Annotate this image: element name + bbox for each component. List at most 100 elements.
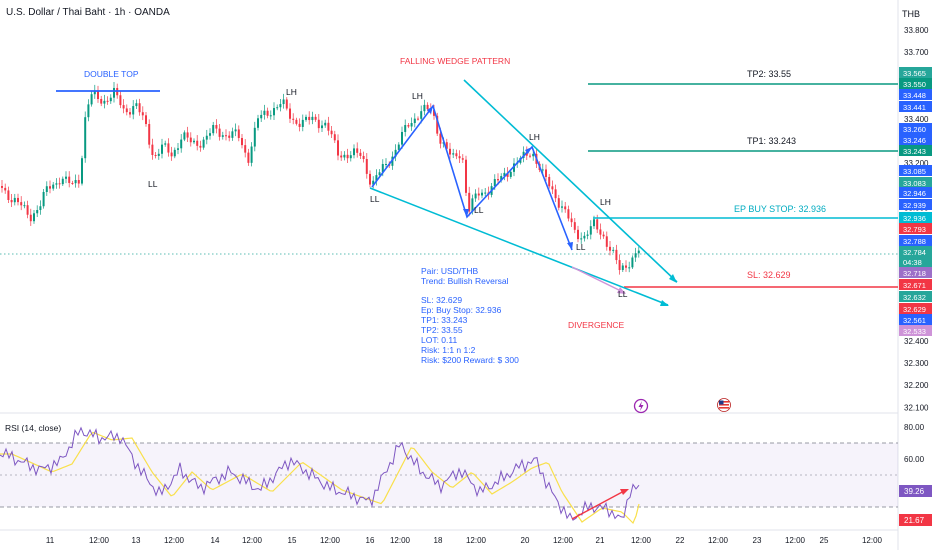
candle-body	[10, 200, 13, 203]
price-axis-tick: 33.200	[904, 159, 929, 168]
candle-body	[410, 123, 413, 127]
candle-body	[295, 119, 298, 124]
rsi-min-tag	[899, 514, 932, 526]
candle-body	[212, 124, 215, 134]
candle-body	[49, 186, 51, 189]
candle-body	[353, 148, 355, 156]
time-axis-label: 20	[521, 536, 530, 545]
price-tag	[899, 187, 932, 198]
symbol-title[interactable]: U.S. Dollar / Thai Baht · 1h · OANDA	[6, 7, 170, 18]
candle-body	[1, 186, 3, 188]
candle-body	[205, 135, 208, 140]
candle-body	[458, 156, 461, 159]
swing-label: LL	[148, 179, 158, 189]
candle-body	[74, 179, 77, 184]
candle-body	[503, 172, 506, 177]
price-tag	[899, 325, 932, 336]
candle-body	[186, 132, 189, 138]
candle-body	[596, 219, 599, 230]
rsi-indicator-label[interactable]: RSI (14, close)	[5, 423, 62, 433]
price-tag	[899, 279, 932, 290]
candle-body	[58, 183, 61, 185]
candle-body	[135, 103, 138, 107]
price-axis-tick: 32.100	[904, 403, 929, 412]
candle-body	[324, 122, 327, 126]
candle-body	[417, 118, 419, 120]
candle-body	[170, 152, 173, 157]
candle-body	[493, 179, 496, 187]
candle-body	[311, 116, 314, 121]
candle-body	[87, 104, 90, 118]
swing-arrowhead-1	[427, 106, 433, 114]
candle-body	[109, 97, 112, 102]
candle-body	[61, 178, 64, 185]
tp2-label: TP2: 33.55	[747, 69, 791, 79]
trade-info-line: TP1: 33.243	[421, 315, 468, 325]
price-tag	[899, 223, 932, 234]
candle-body	[45, 186, 48, 192]
time-axis-label: 12:00	[164, 536, 185, 545]
candle-body	[602, 234, 605, 237]
candle-body	[253, 127, 256, 147]
swing-arrowhead-2	[463, 209, 469, 217]
price-tag-text: 33.243	[903, 147, 926, 156]
candle-body	[42, 191, 45, 207]
candle-body	[167, 143, 170, 153]
candle-body	[321, 125, 323, 129]
candle-body	[154, 155, 157, 157]
candle-body	[500, 176, 503, 181]
price-tag	[899, 101, 932, 112]
candle-body	[225, 135, 227, 137]
trade-info-line: Risk: $200 Reward: $ 300	[421, 355, 519, 365]
trade-info-line: Ep: Buy Stop: 32.936	[421, 305, 502, 315]
candle-body	[404, 125, 407, 132]
candle-body	[20, 202, 23, 206]
wedge-upper-line	[463, 79, 678, 283]
candle-body	[68, 176, 71, 183]
flash-event-icon[interactable]	[633, 398, 649, 414]
time-axis-label: 12:00	[466, 536, 487, 545]
candle-body	[122, 105, 125, 109]
candle-body	[570, 218, 573, 223]
candle-body	[554, 189, 557, 199]
swing-label: LL	[576, 242, 586, 252]
candle-body	[340, 155, 343, 158]
price-tag-text: 32.939	[903, 201, 926, 210]
candle-body	[218, 128, 221, 137]
time-axis-label: 16	[366, 536, 375, 545]
candle-body	[609, 246, 611, 251]
price-tag	[899, 145, 932, 156]
candle-body	[349, 155, 352, 159]
candle-body	[193, 140, 195, 143]
candle-body	[257, 118, 259, 128]
candle-body	[423, 104, 426, 112]
candle-body	[308, 116, 311, 121]
candle-body	[359, 152, 362, 156]
price-axis-tick: 32.200	[904, 381, 929, 390]
swing-label: LL	[370, 194, 380, 204]
divergence-label: DIVERGENCE	[568, 320, 625, 330]
price-tag	[899, 134, 932, 145]
candle-body	[90, 94, 93, 105]
candle-body	[7, 190, 10, 201]
candle-body	[385, 163, 387, 165]
price-tag	[899, 165, 932, 176]
price-tag-text: 33.260	[903, 125, 926, 134]
candle-body	[474, 193, 477, 199]
candle-body	[593, 219, 595, 227]
candle-body	[113, 87, 115, 98]
us-flag-event-icon[interactable]	[717, 398, 731, 412]
divergence-price-arrowhead	[617, 287, 626, 294]
time-axis[interactable]: 11 12:00 13 12:00 14 12:00 15 12:00 16 12:00 18 12:…	[46, 536, 883, 545]
candle-body	[372, 180, 375, 185]
candle-body	[273, 108, 275, 116]
candle-body	[266, 110, 269, 116]
price-tag-text: 32.784	[903, 248, 926, 257]
candle-body	[333, 134, 336, 141]
swing-label: LH	[286, 87, 297, 97]
candle-body	[55, 183, 58, 185]
candle-body	[522, 151, 525, 158]
candle-body	[241, 138, 243, 146]
candle-body	[548, 176, 551, 187]
